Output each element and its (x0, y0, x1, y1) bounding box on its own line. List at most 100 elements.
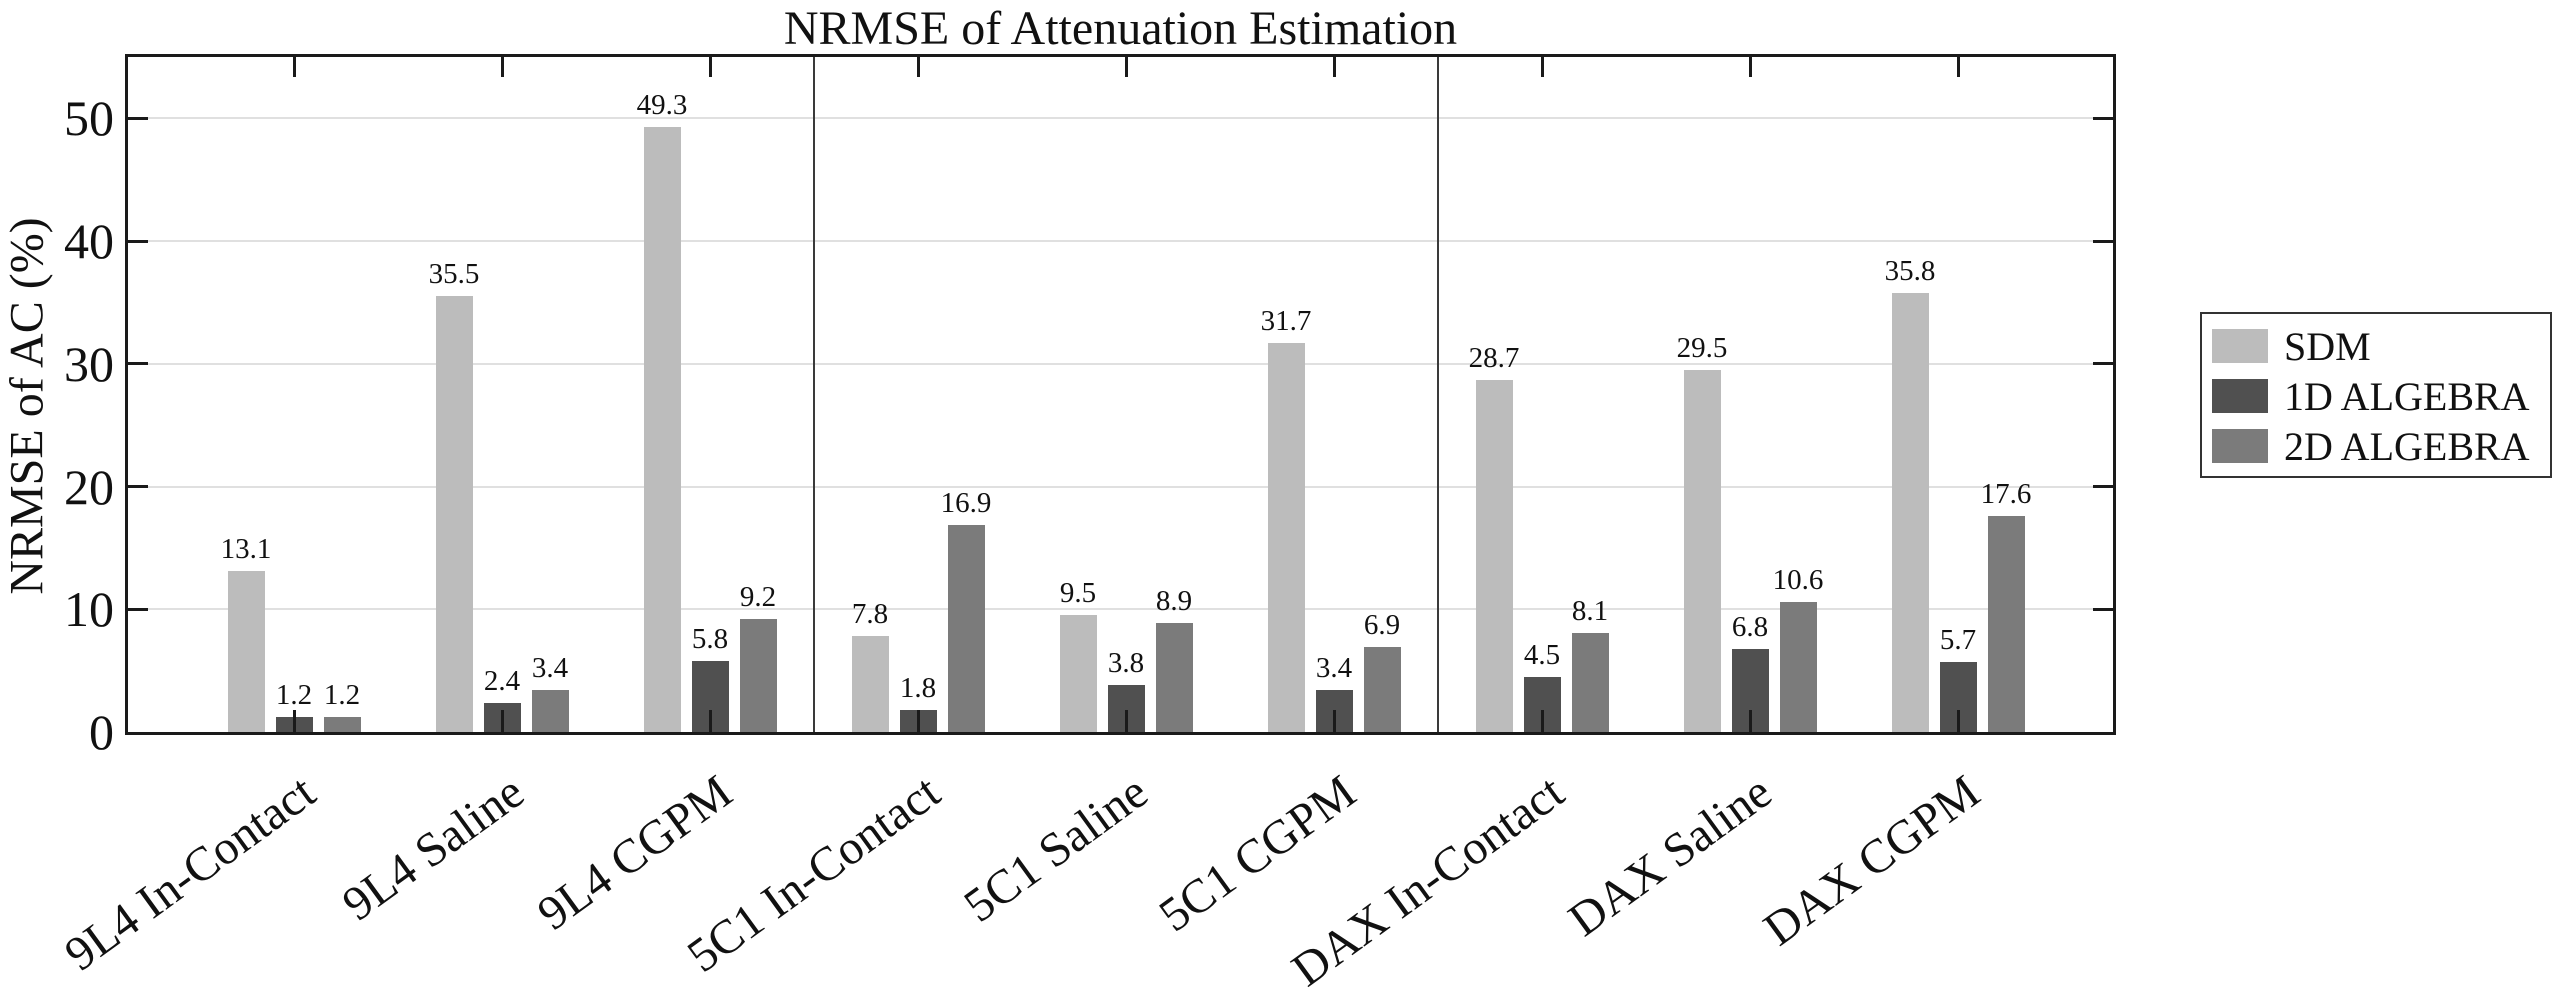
x-tick-mark-top (916, 57, 920, 77)
x-tick-mark-bottom (916, 710, 920, 732)
bar-value-label: 10.6 (1772, 563, 1824, 596)
x-tick-mark-bottom (708, 710, 712, 732)
bar-value-label: 35.5 (428, 258, 480, 291)
chart-title: NRMSE of Attenuation Estimation (783, 2, 1458, 55)
x-tick-label: 9L4 In-Contact (55, 765, 326, 982)
gridline (128, 117, 2113, 120)
bar (739, 619, 777, 732)
bar-value-label: 2.4 (483, 664, 521, 697)
y-tick-mark-left (128, 362, 148, 366)
bar-value-label: 28.7 (1468, 341, 1520, 374)
y-tick-label: 20 (64, 458, 114, 515)
x-tick-label: 5C1 CGPM (1149, 765, 1366, 943)
bar-value-label: 49.3 (636, 88, 688, 121)
x-tick-mark-bottom (1332, 710, 1336, 732)
x-tick-mark-top (1748, 57, 1752, 77)
y-tick-label: 0 (89, 704, 114, 760)
y-tick-label: 10 (64, 581, 114, 638)
legend-label: 1D ALGEBRA (2284, 373, 2530, 419)
group-separator (1437, 57, 1439, 732)
x-tick-mark-bottom (1748, 710, 1752, 732)
bar-value-label: 13.1 (220, 533, 272, 566)
bar (435, 296, 473, 732)
bar-value-label: 1.2 (323, 679, 361, 712)
bar-value-label: 7.8 (851, 598, 889, 631)
bar (1363, 647, 1401, 732)
bar-value-label: 6.8 (1731, 610, 1769, 643)
y-tick-mark-right (2093, 116, 2113, 120)
x-tick-mark-top (500, 57, 504, 77)
bar-value-label: 5.8 (691, 622, 729, 655)
bar (323, 717, 361, 732)
legend-label: SDM (2284, 323, 2371, 369)
y-tick-label: 30 (64, 335, 114, 392)
x-tick-mark-top (1956, 57, 1960, 77)
x-tick-mark-bottom (1956, 710, 1960, 732)
legend-item: 1D ALGEBRA (2202, 371, 2550, 421)
x-tick-label: DAX Saline (1559, 765, 1782, 947)
x-tick-label: 5C1 Saline (954, 765, 1158, 933)
x-tick-mark-top (1332, 57, 1336, 77)
y-axis-label: NRMSE of AC (%) (0, 217, 54, 595)
y-tick-mark-right (2093, 485, 2113, 489)
x-tick-mark-top (708, 57, 712, 77)
bar (227, 571, 265, 732)
bar-value-label: 31.7 (1260, 304, 1312, 337)
y-tick-mark-left (128, 116, 148, 120)
bar (1475, 379, 1513, 732)
legend-swatch (2212, 379, 2268, 413)
x-tick-label: DAX CGPM (1754, 765, 1990, 957)
plot-area: 13.1 35.5 49.3 7.8 9.5 31.7 28.7 29.5 35.8 1.2 2.4… (125, 54, 2116, 735)
gridline (128, 485, 2113, 488)
bar-value-label: 16.9 (940, 486, 992, 519)
bar-value-label: 29.5 (1676, 331, 1728, 364)
bar-value-label: 17.6 (1980, 478, 2032, 510)
x-tick-label: 9L4 Saline (332, 765, 534, 932)
bar (851, 636, 889, 732)
x-tick-mark-bottom (500, 710, 504, 732)
legend-label: 2D ALGEBRA (2284, 423, 2530, 469)
bar (947, 524, 985, 732)
group-separator (813, 57, 815, 732)
x-tick-mark-bottom (1124, 710, 1128, 732)
bar-value-label: 35.8 (1884, 254, 1936, 287)
y-tick-mark-left (128, 485, 148, 489)
x-tick-mark-bottom (292, 710, 296, 732)
bar (1267, 342, 1305, 732)
x-tick-mark-top (1124, 57, 1128, 77)
bar (643, 126, 681, 732)
bar (1987, 516, 2025, 732)
gridline (128, 362, 2113, 365)
x-tick-mark-bottom (1540, 710, 1544, 732)
x-tick-label: 9L4 CGPM (527, 765, 742, 941)
bar-value-label: 8.1 (1571, 594, 1609, 627)
x-tick-mark-top (292, 57, 296, 77)
y-tick-mark-right (2093, 607, 2113, 611)
legend-swatch (2212, 429, 2268, 463)
y-tick-mark-right (2093, 362, 2113, 366)
bar (1683, 369, 1721, 732)
legend-swatch (2212, 329, 2268, 363)
bar-value-label: 1.2 (275, 679, 313, 712)
y-tick-label: 40 (64, 213, 114, 270)
gridline (128, 608, 2113, 611)
legend-item: SDM (2202, 321, 2550, 371)
bar (1155, 622, 1193, 732)
bar (1779, 601, 1817, 732)
bar-value-label: 6.9 (1363, 609, 1401, 642)
bar-value-label: 3.8 (1107, 647, 1145, 680)
bar (1571, 632, 1609, 732)
legend-item: 2D ALGEBRA (2202, 421, 2550, 471)
bar-value-label: 9.5 (1059, 577, 1097, 610)
bar-value-label: 4.5 (1523, 638, 1561, 671)
bar (1891, 292, 1929, 732)
legend: SDM 1D ALGEBRA 2D ALGEBRA (2200, 312, 2552, 478)
bar-value-label: 5.7 (1939, 624, 1977, 657)
bar-value-label: 9.2 (739, 581, 777, 614)
y-tick-mark-left (128, 239, 148, 243)
y-tick-mark-left (128, 607, 148, 611)
y-tick-label: 50 (64, 90, 114, 147)
bar (1059, 615, 1097, 732)
bar-value-label: 8.9 (1155, 584, 1193, 617)
